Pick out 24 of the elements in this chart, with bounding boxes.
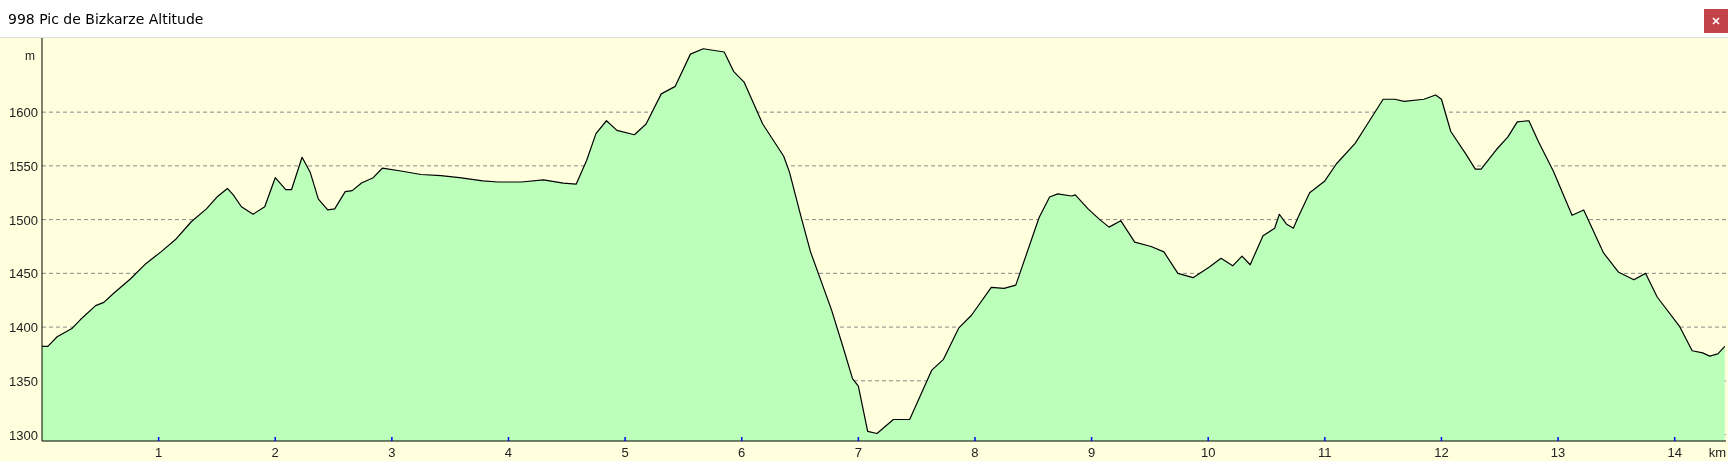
x-tick-label: 3 [388,445,396,460]
y-tick-label: 1300 [9,427,38,443]
y-tick-label: 1550 [9,158,38,174]
y-tick-label: 1350 [9,373,38,389]
x-tick-label: 4 [504,445,513,460]
x-tick-label: 10 [1200,445,1216,460]
x-tick-label: 9 [1087,445,1096,460]
x-tick-label: 14 [1667,445,1682,460]
y-tick-label: 1400 [9,320,38,336]
x-axis-title: km [1708,445,1726,460]
x-tick-label: 6 [738,445,746,460]
chart-title: 998 Pic de Bizkarze Altitude [8,11,204,27]
y-axis-title: m [25,49,35,63]
x-tick-label: 7 [854,445,862,460]
x-tick-label: 11 [1318,445,1332,460]
x-tick-label: 1 [155,445,163,460]
x-tick-label: 13 [1550,445,1566,460]
y-tick-label: 1500 [9,212,38,228]
y-tick-label: 1450 [9,266,38,282]
x-tick-label: 2 [271,445,279,460]
x-tick-label: 5 [621,445,629,460]
x-tick-label: 12 [1434,445,1449,460]
y-tick-label: 1600 [9,105,38,121]
x-tick-label: 8 [971,445,979,460]
